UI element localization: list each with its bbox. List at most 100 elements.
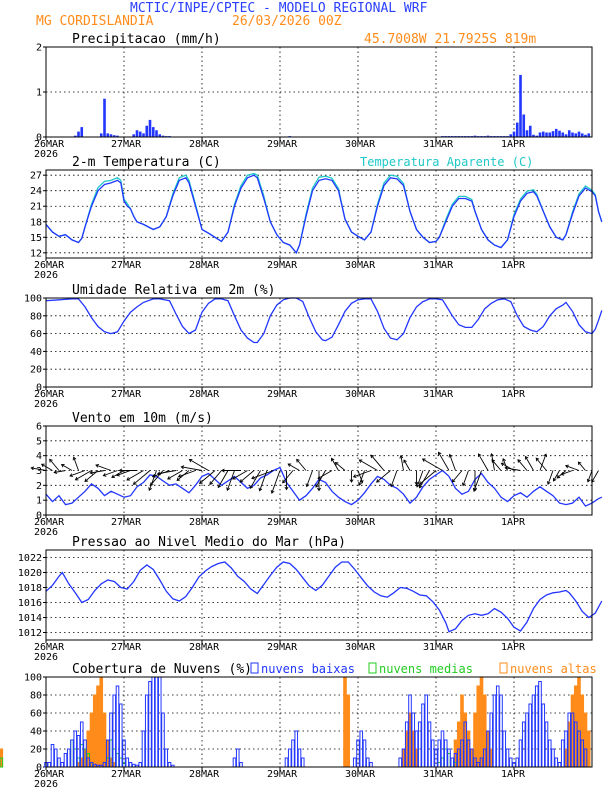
cloud-bar-nuvens-baixas xyxy=(496,686,499,767)
precip-bar xyxy=(522,115,525,138)
precip-bar xyxy=(587,133,590,137)
wind-arrow xyxy=(518,460,527,471)
panel-title: Pressao ao Nivel Medio do Mar (hPa) xyxy=(72,535,346,550)
wind-arrow xyxy=(439,452,450,470)
umidade-relativa-line xyxy=(46,298,602,343)
precip-bar xyxy=(152,127,155,137)
precip-bar xyxy=(571,133,574,138)
cloud-bar-nuvens-baixas xyxy=(552,749,555,767)
y-tick-label: 60 xyxy=(30,329,42,340)
cloud-bar-nuvens-baixas xyxy=(139,763,142,768)
x-year-label: 2026 xyxy=(34,399,58,410)
precip-bar xyxy=(80,127,83,137)
precip-bar xyxy=(516,123,519,137)
precip-bar xyxy=(519,75,522,137)
panel-title: 2-m Temperatura (C) xyxy=(72,155,221,170)
cloud-bar-nuvens-altas xyxy=(480,677,483,767)
cloud-bar-nuvens-baixas xyxy=(522,722,525,767)
x-tick-label: 1APR xyxy=(501,769,526,780)
x-year-label: 2026 xyxy=(34,270,58,281)
cloud-bar-nuvens-altas xyxy=(477,686,480,767)
cloud-bar-nuvens-baixas xyxy=(165,749,168,767)
cloud-bar-nuvens-baixas xyxy=(493,695,496,767)
x-tick-label: 28MAR xyxy=(189,642,220,653)
legend-label: nuvens baixas xyxy=(261,662,355,676)
wind-arrow xyxy=(423,459,443,471)
wind-arrow xyxy=(540,454,546,470)
cloud-bar-nuvens-baixas xyxy=(448,749,451,767)
y-tick-label: 0 xyxy=(36,383,42,394)
precip-bar xyxy=(574,133,577,137)
cloud-bar-nuvens-altas xyxy=(90,713,93,767)
cloud-bar-nuvens-baixas xyxy=(155,677,158,767)
x-tick-label: 31MAR xyxy=(423,260,454,271)
x-tick-label: 31MAR xyxy=(423,769,454,780)
cloud-bar-nuvens-baixas xyxy=(353,758,356,767)
cloud-bar-nuvens-baixas xyxy=(548,740,551,767)
y-tick-label: 5 xyxy=(36,436,42,447)
panel-frame xyxy=(46,677,592,767)
cloud-bar-nuvens-baixas xyxy=(292,740,295,767)
x-tick-label: 30MAR xyxy=(345,389,376,400)
cloud-bar-nuvens-altas xyxy=(344,677,347,767)
y-tick-label: 20 xyxy=(30,365,42,376)
wind-arrow xyxy=(479,454,489,470)
legend-label: nuvens altas xyxy=(510,662,597,676)
precip-bar xyxy=(545,133,548,138)
precip-bar xyxy=(136,130,139,137)
y-tick-label: 100 xyxy=(24,673,42,684)
x-tick-label: 30MAR xyxy=(345,260,376,271)
precip-bar xyxy=(100,133,103,137)
cloud-bar-nuvens-baixas xyxy=(233,758,236,767)
cloud-bar-nuvens-baixas xyxy=(142,731,145,767)
y-tick-label: 1018 xyxy=(18,583,42,594)
header-run-time: 26/03/2026 00Z xyxy=(232,14,342,29)
legend-swatch xyxy=(369,663,376,673)
cloud-bar-nuvens-baixas xyxy=(526,713,529,767)
y-tick-label: 3 xyxy=(36,466,42,477)
precip-bar xyxy=(581,133,584,137)
precip-bar xyxy=(578,132,581,137)
cloud-bar-nuvens-baixas xyxy=(444,740,447,767)
x-tick-label: 29MAR xyxy=(267,260,298,271)
y-tick-label: 20 xyxy=(30,745,42,756)
cloud-bar-nuvens-altas xyxy=(103,713,106,767)
y-tick-label: 1022 xyxy=(18,553,42,564)
wind-arrow xyxy=(578,462,585,470)
y-tick-label: 6 xyxy=(36,422,42,433)
x-tick-label: 1APR xyxy=(501,642,526,653)
cloud-bar-nuvens-baixas xyxy=(363,740,366,767)
cloud-bar-nuvens-altas xyxy=(93,695,96,767)
x-tick-label: 29MAR xyxy=(267,517,298,528)
x-tick-label: 28MAR xyxy=(189,769,220,780)
cloud-bar-nuvens-baixas xyxy=(149,682,152,768)
x-tick-label: 30MAR xyxy=(345,139,376,150)
wind-arrow xyxy=(452,471,462,482)
y-tick-label: 1020 xyxy=(18,568,42,579)
cloud-bar-nuvens-altas xyxy=(97,686,100,767)
cloud-bar-nuvens-baixas xyxy=(422,704,425,767)
x-tick-label: 28MAR xyxy=(189,139,220,150)
x-tick-label: 29MAR xyxy=(267,642,298,653)
temperatura-line xyxy=(46,175,602,253)
panel-frame xyxy=(46,550,592,640)
y-tick-label: 80 xyxy=(30,691,42,702)
cloud-bar-nuvens-baixas xyxy=(240,763,243,768)
wind-arrow xyxy=(401,456,404,471)
precip-bar xyxy=(558,131,561,137)
wind-arrow xyxy=(592,471,599,483)
cloud-bar-nuvens-baixas xyxy=(555,758,558,767)
cloud-bar-nuvens-baixas xyxy=(152,677,155,767)
x-tick-label: 29MAR xyxy=(267,139,298,150)
y-tick-label: 2 xyxy=(36,43,42,54)
header-coords: 45.7008W 21.7925S 819m xyxy=(364,32,536,47)
cloud-bar-nuvens-altas xyxy=(347,695,350,767)
wind-arrow xyxy=(450,455,456,471)
wind-arrow xyxy=(359,460,377,471)
wind-arrow xyxy=(554,471,560,481)
cloud-bar-nuvens-baixas xyxy=(366,758,369,767)
precip-bar xyxy=(155,130,158,137)
cloud-bar-nuvens-baixas xyxy=(418,722,421,767)
x-tick-label: 28MAR xyxy=(189,389,220,400)
x-tick-label: 1APR xyxy=(501,260,526,271)
